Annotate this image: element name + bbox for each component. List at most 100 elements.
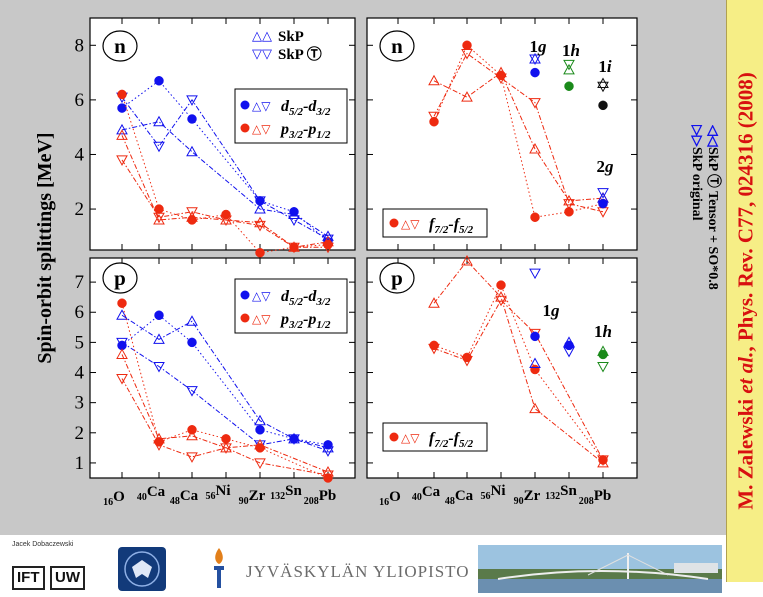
- legend-marker-triangles: △▽: [401, 431, 420, 445]
- series-line: [433, 299, 604, 461]
- data-point-triangle-down: [495, 73, 507, 85]
- citation-author: M. Zalewski: [733, 398, 757, 510]
- skp-legend-label: SkP: [278, 29, 304, 45]
- campus-photo: [478, 545, 722, 593]
- panel-badge-letter: n: [114, 34, 126, 58]
- data-point-triangle-up: [116, 309, 128, 320]
- data-point-triangle-down: [563, 59, 575, 71]
- legend-marker-dot: [240, 290, 250, 300]
- data-point-triangle-down: [220, 443, 232, 454]
- data-point-filled: [462, 40, 472, 51]
- x-tick-label: 16O: [103, 489, 125, 508]
- data-point-triangle-up: [153, 213, 165, 225]
- data-point-triangle-up: [116, 129, 128, 140]
- series-line: [121, 303, 329, 479]
- data-point-filled: [496, 280, 506, 290]
- x-tick-label: 40Ca: [137, 484, 166, 503]
- chart-frame: 2 4 6 8 1 2 3 4 5 6 7 n n p p △△ SkP ▽▽ SkP Ⓣ △▽ d5/2-d3/2 △▽…: [0, 0, 726, 535]
- vertical-legend: ▷▷ SkP original ◁◁ SkP Ⓣ Tensor + SO*0.8: [651, 125, 727, 305]
- ift-person-name: Jacek Dobaczewski: [12, 541, 74, 548]
- x-tick-label: 16O: [379, 489, 401, 508]
- data-point-filled: [154, 204, 164, 214]
- shell-label: 1g: [530, 37, 548, 56]
- data-point-triangle-down: [322, 242, 334, 254]
- data-point-triangle-down: [186, 452, 198, 463]
- data-point-triangle-down: [597, 361, 609, 373]
- data-point-triangle-up: [461, 91, 473, 102]
- vertical-legend-line2: SkP Ⓣ Tensor + SO*0.8: [705, 147, 722, 290]
- data-point-triangle-down: [220, 215, 232, 227]
- x-tick-label: 208Pb: [304, 488, 337, 507]
- data-point-triangle-up: [186, 315, 198, 326]
- data-point-triangle-down: [322, 470, 334, 482]
- data-point-triangle-down: [495, 295, 507, 307]
- legend-marker-dot: [389, 432, 399, 442]
- data-point-triangle-down: [254, 196, 266, 207]
- skp-legend-symbols: △△: [252, 28, 272, 43]
- series-line: [433, 44, 604, 218]
- data-point-triangle-up: [186, 211, 198, 222]
- panel-badge-letter: n: [391, 34, 403, 58]
- x-tick-label: 90Zr: [239, 488, 266, 507]
- data-point-triangle-down: [288, 215, 300, 227]
- data-point-filled: [255, 247, 265, 258]
- data-point-triangle-down: [153, 141, 165, 153]
- series-line: [121, 96, 329, 240]
- ift-logo-right: UW: [50, 566, 85, 590]
- legend-marker-triangles: △▽: [252, 289, 271, 303]
- vertical-legend-symbols-1: ▷▷: [689, 125, 704, 148]
- data-point-triangle-down: [288, 242, 300, 254]
- data-point-triangle-up: [563, 194, 575, 206]
- panel-badge-circle: [379, 30, 415, 62]
- series-line: [433, 52, 604, 213]
- data-point-triangle-up: [116, 348, 128, 359]
- data-point-triangle-up: [288, 208, 300, 220]
- data-point-filled: [530, 364, 540, 375]
- data-point-filled: [187, 114, 197, 124]
- legend-marker-dot: [240, 313, 250, 323]
- skp-legend-symbols: ▽▽: [252, 46, 272, 61]
- series-line: [121, 159, 328, 248]
- panel-badge: n: [379, 30, 415, 62]
- data-point-triangle-up: [322, 235, 334, 247]
- data-point-triangle-down: [428, 111, 440, 123]
- data-point-triangle-up: [563, 63, 575, 75]
- series-line: [121, 354, 329, 473]
- panel-badge-letter: p: [391, 266, 403, 290]
- data-point-triangle-down: [322, 446, 334, 457]
- series-line: [433, 260, 604, 464]
- panel-badge-circle: [379, 262, 415, 294]
- y-tick-label: 6: [75, 302, 85, 323]
- data-point-triangle-up: [254, 414, 266, 426]
- data-point-triangle-up: [428, 297, 440, 308]
- y-tick-label: 2: [75, 199, 85, 220]
- data-point-triangle-down: [116, 337, 128, 349]
- f-legend-box: △▽ f7/2-f5/2: [382, 422, 488, 452]
- data-point-triangle-up: [428, 74, 440, 86]
- data-point-triangle-down: [563, 199, 575, 210]
- legend-label-p: p3/2-p1/2: [279, 311, 331, 331]
- legend-marker-triangles: △▽: [252, 99, 271, 113]
- legend-marker-dot: [240, 123, 250, 133]
- panel-badge: p: [379, 262, 415, 294]
- x-tick-label: 56Ni: [206, 483, 231, 502]
- data-point-filled: [154, 76, 164, 86]
- y-tick-label: 3: [75, 393, 85, 414]
- dp-legend-box: △▽ d5/2-d3/2 △▽ p3/2-p1/2: [234, 278, 348, 334]
- data-point-triangle-down: [563, 346, 575, 358]
- data-point-triangle-down: [428, 343, 440, 355]
- university-name: JYVÄSKYLÄN YLIOPISTO: [246, 562, 470, 581]
- series-line: [121, 121, 329, 237]
- data-point-filled: [564, 81, 574, 91]
- y-tick-label: 7: [75, 272, 85, 293]
- data-point-triangle-down: [254, 220, 266, 232]
- shell-label: 1h: [594, 322, 612, 341]
- panel-bottom_left: 1 2 3 4 5 6 7: [75, 257, 356, 483]
- data-point-filled: [154, 310, 164, 321]
- panel-badge: n: [102, 30, 138, 62]
- panel-top_right: [366, 17, 638, 251]
- citation-journal: , Phys. Rev. C77, 024316 (2008): [733, 72, 757, 352]
- data-point-triangle-down: [116, 374, 128, 385]
- vertical-legend-symbols-2: ◁◁: [705, 125, 720, 147]
